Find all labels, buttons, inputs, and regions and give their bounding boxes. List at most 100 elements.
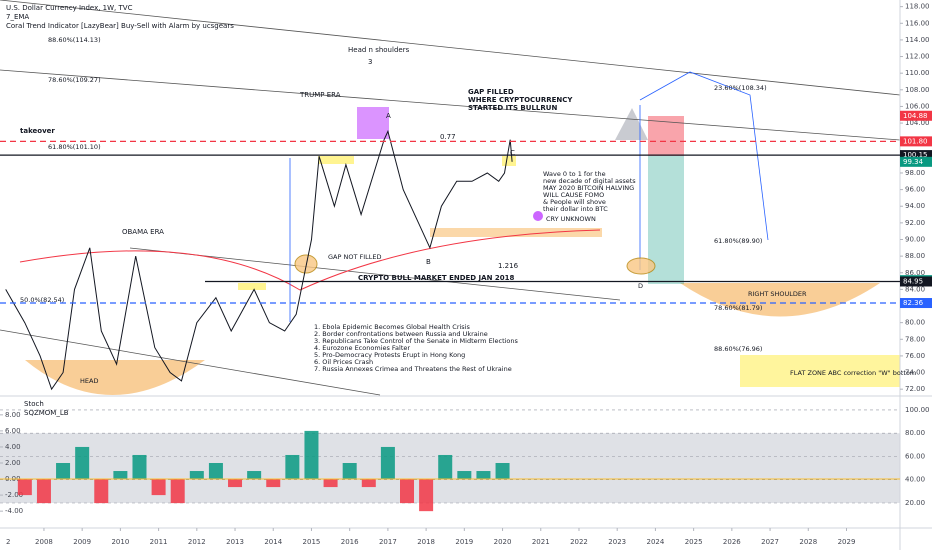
annotation: HEAD [80, 377, 98, 385]
price-line [5, 129, 513, 391]
x-tick-label: 2011 [150, 538, 168, 546]
momentum-bar [113, 471, 128, 480]
x-tick-label: 2029 [838, 538, 856, 546]
y-tick-label: 84.00 [905, 285, 925, 293]
head-zone [25, 360, 205, 395]
price-tag [900, 276, 932, 287]
price-tag-label: 100.15 [903, 151, 928, 159]
y-tick-label: 114.00 [905, 36, 930, 44]
momentum-bar [323, 479, 338, 488]
price-tag-label: 101.80 [903, 137, 928, 145]
x-tick-label: 2027 [761, 538, 779, 546]
annotation: TRUMP ERA [299, 91, 341, 99]
price-tag [900, 298, 932, 309]
y-tick-label: 112.00 [905, 53, 930, 61]
annotation: STARTED ITS BULLRUN [468, 104, 557, 112]
y-tick-label: 2.00 [5, 459, 21, 467]
y-tick-label: 88.00 [905, 252, 925, 260]
y-tick-label: 86.00 [905, 269, 925, 277]
event: 3. Republicans Take Control of the Senat… [314, 337, 519, 345]
event: 2. Border confrontations between Russia … [314, 330, 488, 338]
indicator-label: SQZMOM_LB [24, 409, 69, 417]
y-tick-label: 116.00 [905, 19, 930, 27]
x-tick-label: 2009 [73, 538, 91, 546]
fib-label: 78.60%(109.27) [48, 76, 101, 84]
x-tick-label: 2025 [685, 538, 703, 546]
y-tick-label: 78.00 [905, 335, 925, 343]
annotation: Wave 0 to 1 for the [543, 170, 606, 178]
annotation: CRY UNKNOWN [546, 215, 596, 223]
x-tick-label: 2014 [264, 538, 282, 546]
annotation: A [386, 112, 391, 120]
indicator-name: Coral Trend Indicator [LazyBear] Buy-Sel… [6, 22, 234, 30]
annotation: CRYPTO BULL MARKET ENDED JAN 2018 [358, 274, 514, 282]
momentum-bar [285, 454, 300, 480]
annotation: B [426, 258, 431, 266]
marker [626, 257, 656, 275]
annotation: 0.77 [440, 133, 456, 141]
y2-tick-label: 40.00 [905, 476, 925, 484]
event: 6. Oil Prices Crash [314, 358, 373, 366]
fib-label: 61.80%(89.90) [714, 237, 762, 245]
zone [430, 228, 602, 237]
price-tag [900, 156, 932, 167]
momentum-bar [304, 430, 319, 480]
momentum-bar [189, 471, 204, 480]
price-tag-label: 104.88 [903, 112, 928, 120]
x-tick-label: 2026 [723, 538, 741, 546]
y-tick-label: 110.00 [905, 69, 930, 77]
annotation: C [510, 149, 515, 157]
fib-label: 23.60%(108.34) [714, 84, 767, 92]
annotation: GAP NOT FILLED [328, 253, 382, 261]
annotation: GAP FILLED [468, 88, 514, 96]
y-tick-label: 104.00 [905, 119, 930, 127]
x-tick-label: 2021 [532, 538, 550, 546]
event: 7. Russia Annexes Crimea and Threatens t… [314, 365, 512, 373]
price-tag [900, 150, 932, 161]
x-tick-label: 2013 [226, 538, 244, 546]
annotation: RIGHT SHOULDER [748, 290, 807, 298]
y-tick-label: 96.00 [905, 186, 925, 194]
momentum-bar [170, 479, 185, 504]
y-tick-label: 118.00 [905, 3, 930, 11]
y-tick-label: 74.00 [905, 369, 925, 377]
channel-line [0, 69, 901, 141]
projection [289, 71, 769, 322]
momentum-bar [75, 446, 90, 480]
annotation: OBAMA ERA [122, 228, 164, 236]
corner-label: 2 [6, 538, 10, 546]
annotation: D [638, 282, 643, 290]
y-tick-label: 4.00 [5, 443, 21, 451]
momentum-bar [17, 479, 32, 496]
momentum-bar [438, 454, 453, 480]
moving-average [19, 229, 601, 291]
momentum-bar [342, 463, 357, 480]
indicator-label: Stoch [24, 400, 44, 408]
y-tick-label: 8.00 [5, 411, 21, 419]
momentum-bar [94, 479, 109, 504]
zone [238, 283, 266, 290]
right-shoulder-zone [680, 283, 880, 317]
x-tick-label: 2024 [646, 538, 664, 546]
y-tick-label: 92.00 [905, 219, 925, 227]
fib-label: 78.60%(81.79) [714, 304, 762, 312]
event: 4. Eurozone Economies Falter [314, 344, 410, 352]
momentum-bar [228, 479, 243, 488]
y2-tick-label: 80.00 [905, 429, 925, 437]
price-tag [900, 110, 932, 121]
marker [533, 211, 543, 221]
y-tick-label: 72.00 [905, 385, 925, 393]
x-tick-label: 2012 [188, 538, 206, 546]
x-tick-label: 2023 [608, 538, 626, 546]
momentum-bar [361, 479, 376, 488]
channel-line [129, 247, 621, 301]
y2-tick-label: 20.00 [905, 499, 925, 507]
y2-tick-label: 60.00 [905, 452, 925, 460]
y-tick-label: 98.00 [905, 169, 925, 177]
annotation: their dollar into BTC [543, 205, 608, 213]
fib-label: 50.0%(82.54) [20, 296, 64, 304]
momentum-bar [36, 479, 51, 504]
momentum-bar [419, 479, 434, 512]
x-tick-label: 2010 [111, 538, 129, 546]
